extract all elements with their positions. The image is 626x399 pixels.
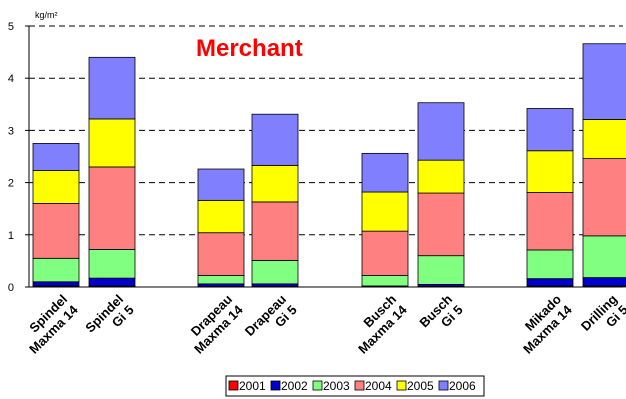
bar-segment-2003 <box>32 257 80 283</box>
bar-segment-2004 <box>197 232 245 276</box>
legend-label: 2004 <box>365 379 392 393</box>
bar-segment-2005 <box>582 119 626 159</box>
legend-label: 2005 <box>407 379 434 393</box>
bar-segment-2002 <box>32 281 80 287</box>
bar-segment-2006 <box>361 152 409 193</box>
gridlines <box>29 25 623 236</box>
bar-segment-2004 <box>88 166 136 250</box>
bar-segment-2006 <box>417 102 465 161</box>
bar-segment-2003 <box>417 255 465 285</box>
chart-title: Merchant <box>196 35 303 62</box>
bar-segment-2004 <box>251 201 299 261</box>
bar-segment-2003 <box>88 249 136 279</box>
category-label: SpindelGi 5 <box>82 292 136 346</box>
legend-swatch <box>312 380 323 391</box>
bar-segment-2004 <box>32 203 80 259</box>
category-labels: SpindelMaxma 14 SpindelGi 5 DrapeauMaxma 1… <box>16 291 626 357</box>
y-tick-label: 0 <box>8 282 14 294</box>
bar-segment-2003 <box>361 275 409 287</box>
legend-swatch <box>354 380 365 391</box>
category-label: BuschGi 5 <box>416 291 465 340</box>
y-tick-label: 3 <box>8 125 14 137</box>
category-label: DrillingGi 5 <box>578 291 626 344</box>
bar-segment-2003 <box>582 235 626 279</box>
bar-segment-2005 <box>88 118 136 168</box>
y-tick-label: 1 <box>8 230 14 242</box>
bar-segment-2006 <box>526 108 574 152</box>
legend-label: 2002 <box>281 379 308 393</box>
bar-segment-2005 <box>361 191 409 232</box>
bar-segment-2003 <box>197 275 245 285</box>
category-label: DrapeauGi 5 <box>242 291 300 349</box>
bar-segment-2006 <box>197 168 245 201</box>
axes <box>28 26 623 288</box>
bar-segment-2005 <box>32 170 80 204</box>
bar-segment-2004 <box>526 192 574 251</box>
y-tick-label: 2 <box>8 178 14 190</box>
bar-segment-2005 <box>251 164 299 203</box>
bar-segment-2006 <box>32 143 80 171</box>
y-tick-label: 5 <box>8 21 14 33</box>
legend-label: 2006 <box>449 379 476 393</box>
y-tick-labels: 0 1 2 3 4 5 <box>8 21 29 294</box>
legend-label: 2003 <box>323 379 350 393</box>
category-label: DrapeauMaxma 14 <box>181 291 247 357</box>
category-label: MikadoMaxma 14 <box>510 291 576 357</box>
bar-segment-2004 <box>582 158 626 237</box>
y-tick-label: 4 <box>8 73 14 85</box>
legend-swatch <box>438 380 449 391</box>
y-axis-unit: kg/m² <box>35 10 58 20</box>
bar-segment-2004 <box>417 192 465 257</box>
legend: 2001 2002 2003 2004 2005 2006 <box>225 375 485 397</box>
category-label: SpindelMaxma 14 <box>16 291 82 357</box>
bar-segment-2003 <box>526 249 574 280</box>
legend-swatch <box>396 380 407 391</box>
category-label: BuschMaxma 14 <box>345 291 411 357</box>
bars <box>32 43 626 288</box>
bar-segment-2005 <box>197 199 245 234</box>
bar-segment-2006 <box>582 43 626 120</box>
bar-segment-2006 <box>251 113 299 166</box>
bar-segment-2002 <box>526 278 574 287</box>
bar-segment-2003 <box>251 259 299 285</box>
legend-label: 2001 <box>239 379 266 393</box>
bar-segment-2002 <box>582 277 626 287</box>
bar-segment-2005 <box>526 150 574 193</box>
bar-segment-2005 <box>417 159 465 194</box>
legend-swatch <box>270 380 281 391</box>
bar-segment-2004 <box>361 230 409 276</box>
bar-segment-2006 <box>88 56 136 120</box>
legend-swatch <box>228 380 239 391</box>
bar-segment-2002 <box>88 277 136 287</box>
